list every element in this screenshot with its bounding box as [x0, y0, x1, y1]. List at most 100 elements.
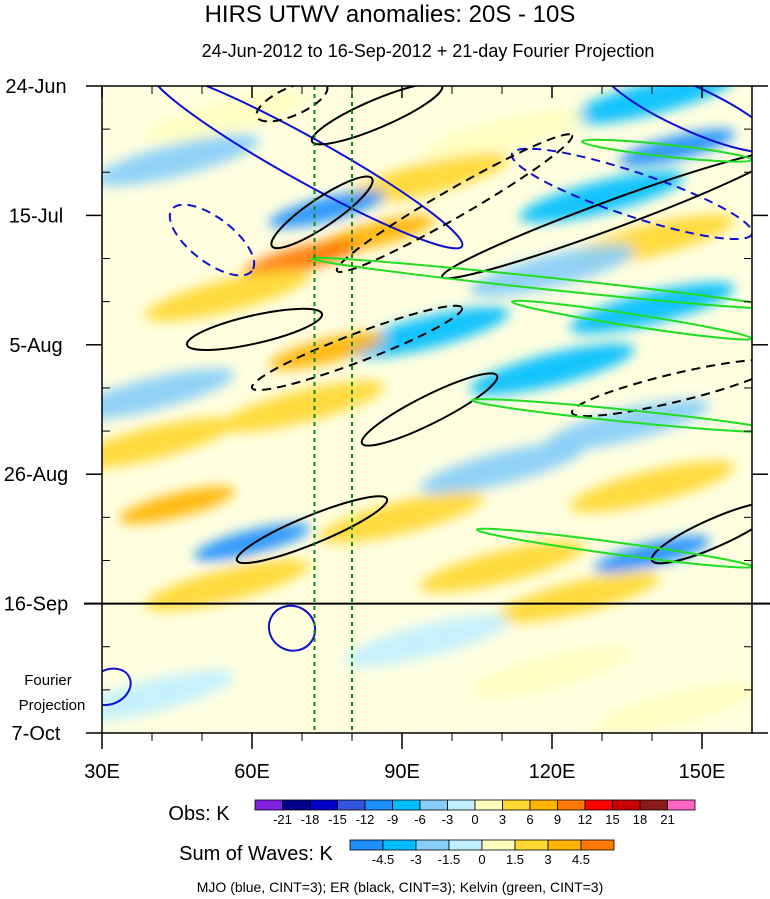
- obs-colorbar-swatch: [474, 799, 503, 811]
- anomaly-band: [102, 368, 235, 420]
- obs-colorbar-swatch: [364, 799, 393, 811]
- obs-colorbar-level-label: -18: [301, 812, 320, 827]
- anomaly-band: [319, 491, 485, 544]
- obs-colorbar-swatch: [529, 799, 558, 811]
- waves-colorbar-level-label: -4.5: [372, 852, 394, 867]
- anomaly-band: [569, 460, 735, 513]
- obs-colorbar-level-label: 9: [554, 812, 561, 827]
- wave-contour-kelvin: [470, 398, 752, 434]
- obs-colorbar-swatch: [639, 799, 668, 811]
- obs-colorbar-swatch: [667, 799, 696, 811]
- waves-colorbar-swatch: [481, 839, 516, 851]
- anomaly-band: [469, 343, 635, 396]
- anomaly-band: [419, 540, 585, 593]
- wave-contour-er: [235, 495, 389, 565]
- obs-colorbar-swatch: [612, 799, 641, 811]
- y-tick-label: 26-Aug: [4, 464, 69, 486]
- obs-colorbar-level-label: -3: [442, 812, 454, 827]
- reference-longitude-lines: [313, 86, 353, 733]
- wave-contour-er: [360, 372, 499, 447]
- waves-colorbar-swatch: [349, 839, 384, 851]
- y-tick-label: 24-Jun: [5, 76, 66, 98]
- waves-colorbar-swatch: [580, 839, 615, 851]
- y-tick-label: 16-Sep: [4, 594, 69, 616]
- plot-frame: [101, 85, 753, 734]
- obs-colorbar-label: Obs: K: [168, 803, 230, 825]
- projection-label-line2: Projection: [19, 697, 86, 714]
- chart-footer: MJO (blue, CINT=3); ER (black, CINT=3); …: [197, 879, 604, 895]
- waves-colorbar-swatch: [514, 839, 549, 851]
- wave-contour-er: [185, 307, 324, 351]
- obs-colorbar-swatch: [309, 799, 338, 811]
- anomaly-band: [344, 614, 510, 667]
- waves-colorbar-level-label: 0: [478, 852, 485, 867]
- anomaly-band: [594, 682, 752, 733]
- anomaly-band: [569, 86, 735, 125]
- anomaly-band: [469, 245, 635, 297]
- y-tick-label: 15-Jul: [9, 205, 63, 227]
- waves-colorbar-level-label: -1.5: [438, 852, 460, 867]
- wave-contour-er: [250, 304, 464, 392]
- anomaly-band: [144, 559, 310, 611]
- anomaly-band: [469, 645, 635, 698]
- waves-colorbar-label: Sum of Waves: K: [179, 843, 333, 865]
- obs-colorbar-level-label: 0: [471, 812, 478, 827]
- anomaly-band: [144, 269, 310, 322]
- waves-colorbar-level-label: -3: [410, 852, 422, 867]
- wave-contour-er: [335, 133, 574, 273]
- anomaly-band: [544, 399, 710, 451]
- obs-colorbar-level-label: 6: [526, 812, 533, 827]
- anomaly-band: [268, 190, 386, 228]
- obs-colorbar-level-label: 18: [633, 812, 647, 827]
- anomaly-band: [243, 239, 361, 278]
- obs-colorbar-level-label: 3: [499, 812, 506, 827]
- anomaly-band: [344, 306, 510, 359]
- obs-colorbar-level-label: -6: [414, 812, 426, 827]
- anomaly-blur-group: [102, 86, 752, 733]
- wave-contour-kelvin: [310, 256, 752, 310]
- wave-contour-er: [570, 358, 752, 418]
- anomaly-band: [419, 442, 585, 494]
- x-tick-label: 30E: [84, 761, 120, 783]
- anomaly-band: [494, 571, 660, 624]
- anomaly-band: [593, 535, 711, 573]
- obs-colorbar-level-label: 21: [660, 812, 674, 827]
- wave-contour-mjo: [168, 203, 256, 277]
- anomaly-band: [118, 486, 236, 524]
- obs-colorbar-level-label: 12: [578, 812, 592, 827]
- obs-colorbar-level-label: -21: [273, 812, 292, 827]
- anomaly-band: [219, 380, 385, 433]
- waves-colorbar-level-label: 3: [544, 852, 551, 867]
- y-tick-label: 5-Aug: [9, 335, 62, 357]
- waves-colorbar-swatch: [448, 839, 483, 851]
- wave-contour-mjo: [267, 604, 317, 652]
- obs-colorbar-swatch: [337, 799, 366, 811]
- anomaly-band: [102, 417, 235, 470]
- obs-colorbar-swatch: [254, 799, 283, 811]
- wave-contour-mjo: [102, 667, 132, 706]
- anomaly-field: [102, 86, 752, 733]
- obs-colorbar-swatch: [282, 799, 311, 811]
- waves-colorbar-level-label: 1.5: [506, 852, 524, 867]
- obs-colorbar-swatch: [392, 799, 421, 811]
- obs-colorbar-swatch: [584, 799, 613, 811]
- anomaly-band: [268, 332, 386, 370]
- waves-colorbar-swatch: [382, 839, 417, 851]
- obs-colorbar-swatch: [557, 799, 586, 811]
- waves-colorbar-swatch: [415, 839, 450, 851]
- x-tick-label: 60E: [234, 761, 270, 783]
- obs-colorbar-level-label: 15: [605, 812, 619, 827]
- obs-colorbar-swatch: [502, 799, 531, 811]
- anomaly-band: [144, 91, 310, 143]
- obs-colorbar-level-label: -15: [328, 812, 347, 827]
- obs-colorbar: -21 -18 -15 -12 -9 -6 -3 0 3 6 9 12 15 18 21: [254, 799, 696, 827]
- wave-contour-mjo: [150, 86, 464, 250]
- wave-contour-kelvin: [580, 138, 752, 163]
- waves-colorbar: -4.5 -3 -1.5 0 1.5 3 4.5: [349, 839, 615, 867]
- wave-contour-kelvin: [475, 527, 752, 569]
- anomaly-band: [419, 109, 585, 162]
- projection-label-line1: Fourier: [24, 672, 72, 689]
- x-tick-label: 150E: [679, 761, 726, 783]
